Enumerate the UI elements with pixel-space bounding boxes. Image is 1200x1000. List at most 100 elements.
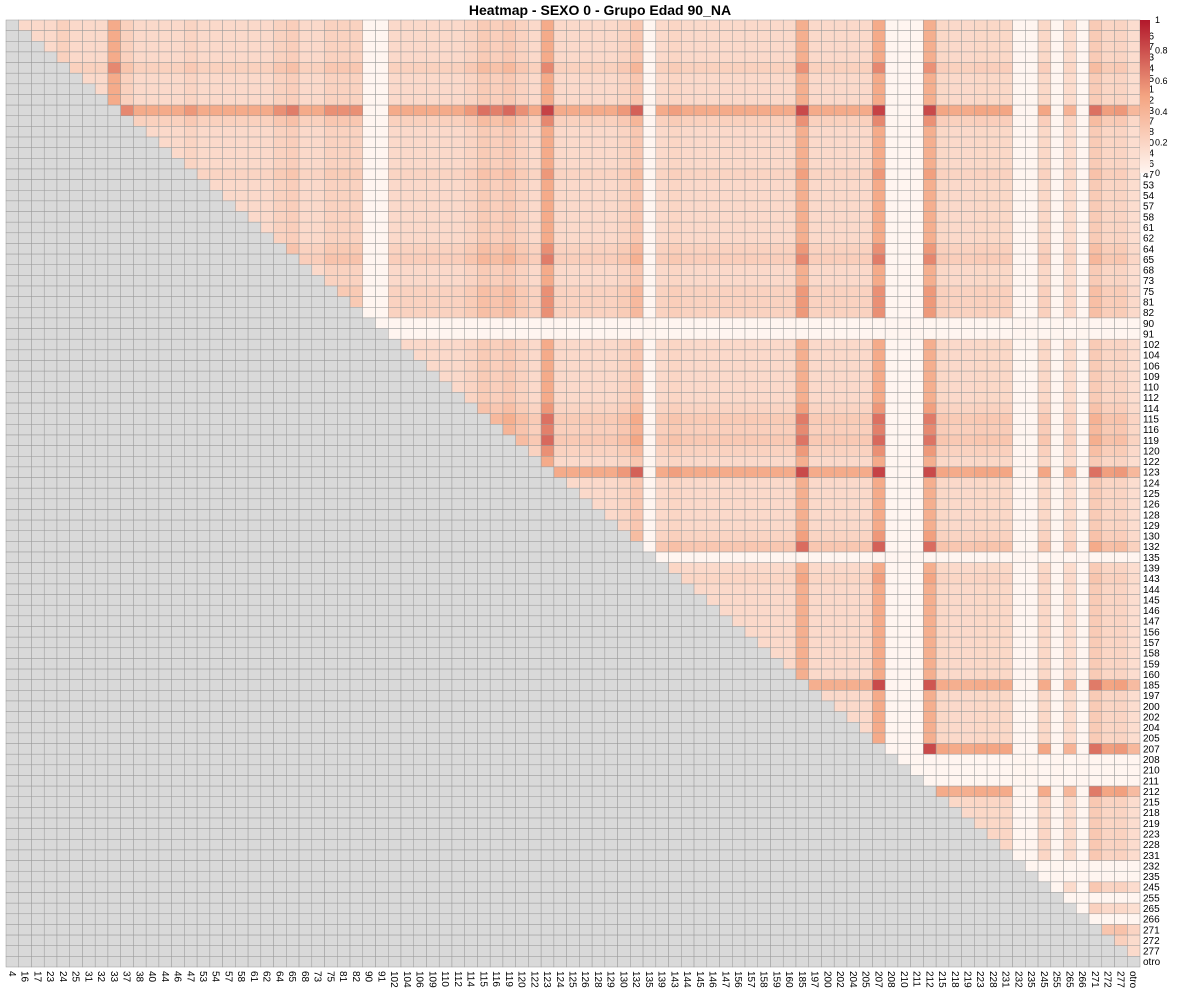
heatmap-cell	[1012, 477, 1026, 489]
heatmap-cell-na	[298, 285, 313, 297]
heatmap-cell	[642, 392, 657, 404]
heatmap-cell	[1088, 41, 1103, 53]
heatmap-cell-na	[18, 72, 32, 85]
heatmap-cell-na	[324, 551, 338, 563]
heatmap-cell	[438, 62, 453, 74]
heatmap-cell	[884, 381, 899, 393]
heatmap-cell	[94, 62, 109, 74]
heatmap-cell	[579, 445, 593, 457]
heatmap-cell	[1088, 136, 1103, 148]
heatmap-cell	[897, 51, 911, 63]
heatmap-cell-na	[94, 530, 109, 542]
heatmap-cell	[999, 381, 1013, 393]
heatmap-cell	[1127, 41, 1141, 53]
heatmap-cell-na	[286, 370, 300, 383]
heatmap-cell	[438, 349, 453, 361]
heatmap-cell	[604, 147, 618, 159]
heatmap-cell-na	[286, 392, 300, 404]
heatmap-cell	[948, 573, 962, 585]
heatmap-cell-na	[18, 275, 32, 287]
heatmap-cell	[757, 147, 771, 159]
heatmap-cell	[655, 477, 669, 489]
heatmap-cell	[846, 211, 860, 223]
heatmap-cell	[591, 413, 606, 425]
heatmap-cell-na	[18, 349, 32, 361]
heatmap-cell-na	[94, 126, 109, 138]
heatmap-cell-na	[349, 360, 364, 372]
heatmap-cell	[872, 338, 886, 351]
heatmap-cell	[515, 72, 529, 85]
heatmap-cell	[681, 402, 695, 414]
heatmap-cell-na	[18, 168, 32, 180]
heatmap-cell	[706, 487, 720, 500]
heatmap-cell	[897, 445, 911, 457]
heatmap-cell	[948, 104, 962, 117]
heatmap-cell	[1127, 487, 1141, 500]
heatmap-cell-na	[477, 519, 491, 531]
heatmap-cell	[222, 30, 236, 42]
heatmap-cell	[1050, 317, 1064, 329]
heatmap-cell	[184, 126, 198, 138]
heatmap-cell-na	[133, 360, 147, 372]
heatmap-cell	[1050, 253, 1064, 265]
heatmap-cell	[642, 466, 657, 478]
heatmap-cell	[630, 370, 644, 383]
heatmap-cell	[1063, 104, 1077, 117]
heatmap-cell	[591, 72, 606, 85]
heatmap-cell-na	[196, 583, 211, 595]
heatmap-cell	[833, 253, 848, 265]
heatmap-cell	[782, 583, 797, 595]
heatmap-cell-na	[184, 168, 198, 180]
heatmap-cell	[859, 104, 873, 117]
heatmap-cell	[171, 136, 185, 148]
heatmap-cell	[693, 519, 708, 531]
heatmap-cell	[706, 541, 720, 553]
heatmap-cell	[655, 360, 669, 372]
heatmap-cell	[744, 487, 759, 500]
heatmap-cell-na	[400, 487, 414, 500]
heatmap-cell	[1127, 381, 1141, 393]
heatmap-cell-na	[298, 573, 313, 585]
heatmap-cell	[655, 519, 669, 531]
heatmap-cell	[1114, 253, 1128, 265]
heatmap-cell-na	[273, 594, 287, 606]
heatmap-cell	[604, 498, 618, 510]
heatmap-cell	[260, 168, 274, 180]
heatmap-cell-na	[311, 296, 325, 308]
heatmap-cell-na	[158, 243, 172, 255]
heatmap-cell	[1050, 349, 1064, 361]
heatmap-cell	[1088, 221, 1103, 234]
heatmap-cell-na	[400, 573, 414, 585]
heatmap-cell	[630, 413, 644, 425]
heatmap-cell-na	[413, 402, 427, 414]
heatmap-cell	[872, 94, 886, 106]
heatmap-cell-na	[324, 370, 338, 383]
heatmap-cell	[948, 498, 962, 510]
heatmap-cell	[706, 264, 720, 276]
heatmap-cell	[910, 72, 924, 85]
heatmap-cell-na	[426, 519, 440, 531]
heatmap-cell	[388, 41, 402, 53]
heatmap-cell	[693, 392, 708, 404]
heatmap-cell	[43, 30, 58, 42]
heatmap-cell	[897, 573, 911, 585]
heatmap-cell	[1025, 232, 1039, 244]
heatmap-cell	[107, 41, 121, 53]
heatmap-cell	[617, 445, 631, 457]
heatmap-cell	[681, 179, 695, 191]
heatmap-cell	[324, 221, 338, 234]
heatmap-cell-na	[82, 126, 96, 138]
heatmap-cell	[1088, 30, 1103, 42]
heatmap-cell-na	[18, 328, 32, 340]
heatmap-cell	[1101, 221, 1115, 234]
heatmap-cell	[1012, 519, 1026, 531]
heatmap-cell-na	[273, 285, 287, 297]
heatmap-cell-na	[18, 594, 32, 606]
heatmap-cell	[1076, 243, 1090, 255]
heatmap-cell	[706, 275, 720, 287]
heatmap-cell	[757, 477, 771, 489]
heatmap-cell	[846, 328, 860, 340]
heatmap-cell-na	[273, 307, 287, 319]
heatmap-cell	[935, 317, 950, 329]
heatmap-cell	[604, 221, 618, 234]
